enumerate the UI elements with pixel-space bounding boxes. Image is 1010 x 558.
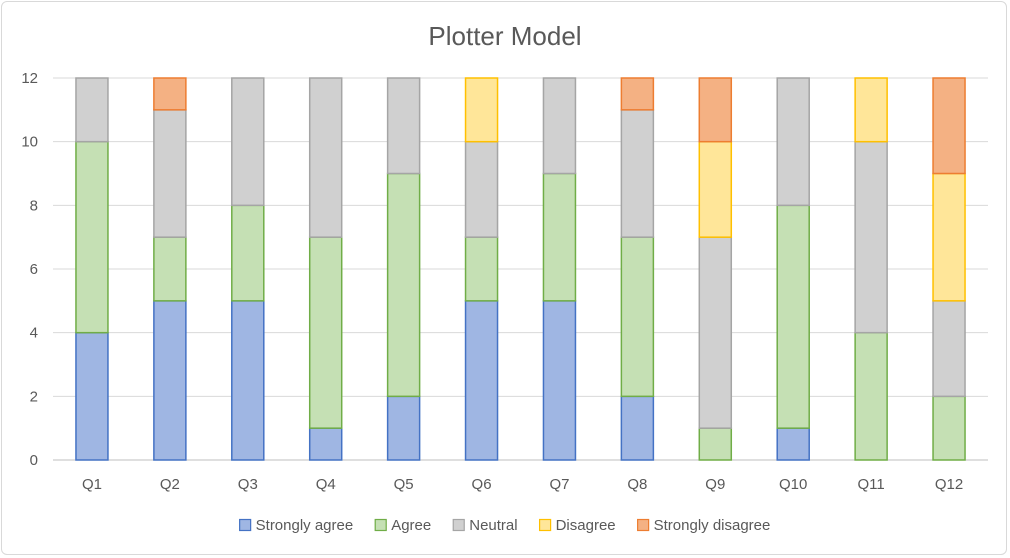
bar-segment (464, 77, 499, 143)
legend-swatch (374, 518, 387, 532)
bar-segment (75, 331, 109, 461)
y-tick-label: 4 (30, 325, 38, 342)
bar-segment (153, 300, 187, 461)
y-tick-label: 6 (30, 261, 38, 278)
bars (75, 77, 966, 461)
x-tick-label: Q6 (472, 476, 492, 493)
bar-segment (464, 300, 499, 461)
bar-segment (932, 395, 966, 461)
y-axis-ticks: 0 2 4 6 8 10 12 (21, 70, 38, 469)
x-axis-ticks: Q1 Q2 Q3 Q4 Q5 Q6 Q7 Q8 Q9 Q10 Q11 Q12 (82, 476, 963, 493)
bar-segment (698, 236, 733, 429)
legend-swatch (239, 518, 252, 532)
x-tick-label: Q7 (549, 476, 569, 493)
bar-segment (153, 109, 187, 238)
x-tick-label: Q11 (858, 476, 885, 493)
y-tick-label: 2 (30, 388, 38, 405)
x-tick-label: Q4 (316, 476, 336, 493)
bar-segment (776, 204, 810, 429)
bar-segment (542, 300, 577, 461)
bar-segment (308, 427, 343, 461)
bar-segment (932, 172, 966, 302)
y-tick-label: 10 (21, 134, 38, 151)
bar-segment (153, 236, 187, 302)
bar-segment (231, 77, 265, 207)
legend-label: Strongly agree (256, 517, 354, 534)
bar-segment (308, 236, 343, 429)
y-tick-label: 12 (21, 70, 38, 87)
legend-item: Disagree (538, 517, 616, 534)
bar-segment (698, 77, 733, 143)
bar-segment (854, 140, 888, 334)
y-tick-label: 8 (30, 197, 38, 214)
legend-item: Neutral (452, 517, 518, 534)
legend-label: Agree (391, 517, 431, 534)
x-tick-label: Q3 (238, 476, 258, 493)
bar-segment (698, 140, 733, 238)
x-tick-label: Q10 (779, 476, 807, 493)
bar-segment (386, 77, 421, 175)
bar-segment (542, 77, 577, 175)
y-tick-label: 0 (30, 452, 38, 469)
gridlines (53, 77, 988, 461)
legend-swatch (452, 518, 465, 532)
legend: Strongly agree Agree Neutral Disagree Strong… (239, 517, 771, 534)
bar-segment (620, 77, 655, 111)
bar-segment (932, 300, 966, 398)
bar-segment (75, 77, 109, 143)
legend-swatch (637, 518, 650, 532)
x-tick-label: Q2 (160, 476, 180, 493)
x-tick-label: Q12 (935, 476, 963, 493)
bar-segment (231, 300, 265, 461)
bar-segment (386, 395, 421, 461)
legend-label: Neutral (469, 517, 517, 534)
legend-item: Agree (374, 517, 431, 534)
bar-segment (308, 77, 343, 238)
bar-segment (854, 77, 888, 143)
x-tick-label: Q1 (82, 476, 102, 493)
bar-segment (153, 77, 187, 111)
bar-segment (542, 172, 577, 302)
legend-item: Strongly disagree (637, 517, 771, 534)
bar-segment (776, 77, 810, 207)
bar-segment (620, 395, 655, 461)
bar-segment (464, 236, 499, 302)
legend-label: Strongly disagree (654, 517, 771, 534)
bar-segment (386, 172, 421, 398)
bar-segment (464, 140, 499, 238)
bar-segment (231, 204, 265, 302)
bar-segment (698, 427, 733, 461)
x-tick-label: Q9 (705, 476, 725, 493)
legend-swatch (538, 518, 552, 532)
legend-item: Strongly agree (239, 517, 354, 534)
bar-segment (932, 77, 966, 175)
legend-label: Disagree (556, 517, 616, 534)
bar-segment (620, 236, 655, 398)
x-tick-label: Q8 (627, 476, 647, 493)
bar-segment (776, 427, 810, 461)
x-tick-label: Q5 (394, 476, 414, 493)
bar-segment (620, 109, 655, 238)
chart-title: Plotter Model (428, 21, 581, 51)
bar-segment (75, 140, 109, 334)
bar-segment (854, 331, 888, 461)
